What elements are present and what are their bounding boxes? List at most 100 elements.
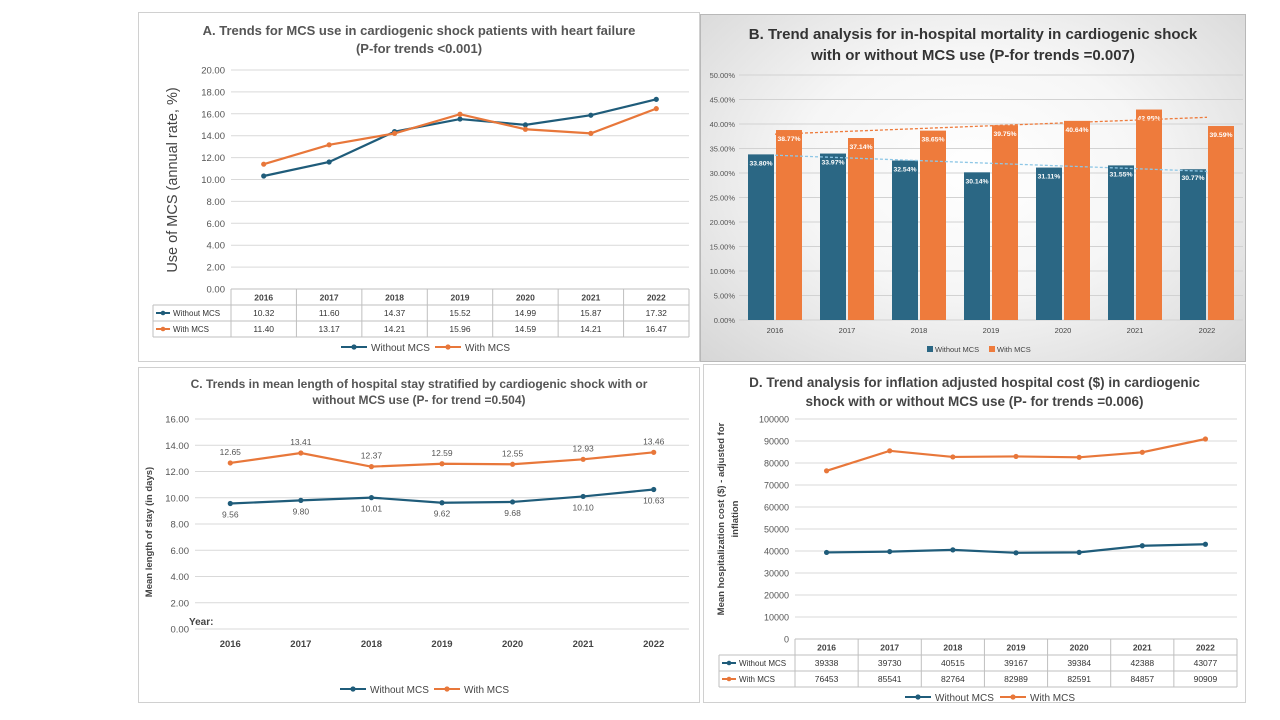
chart-b-ytick-label: 20.00% (710, 218, 736, 227)
chart-d-table-cell: 39730 (878, 658, 902, 668)
chart-c-data-label: 12.37 (361, 451, 383, 461)
chart-a-table-key-marker (160, 310, 166, 316)
chart-a-table-cell: 11.40 (253, 324, 274, 334)
chart-a-point (326, 159, 332, 165)
chart-a-table-cell: 16.47 (646, 324, 668, 334)
chart-d-ytick-label: 20000 (764, 591, 789, 601)
chart-a-ylabel: Use of MCS (annual rate, %) (165, 87, 181, 272)
chart-b-data-label: 37.14% (849, 144, 872, 151)
chart-a-ytick-label: 20.00 (201, 66, 225, 77)
chart-a-xtick-label: 2018 (385, 293, 404, 303)
chart-d-ytick-label: 70000 (764, 481, 789, 491)
chart-a-point (522, 122, 529, 128)
chart-d-table-series-name: With MCS (739, 675, 775, 684)
chart-a-table-cell: 15.52 (449, 308, 471, 318)
chart-a-table-cell: 14.21 (384, 324, 406, 334)
chart-a-table-cell: 13.17 (319, 324, 341, 334)
chart-d-point (1076, 454, 1082, 460)
chart-a-xtick-label: 2022 (647, 293, 666, 303)
chart-c-data-label: 9.80 (293, 506, 310, 516)
chart-d-ytick-label: 50000 (764, 525, 789, 535)
chart-d-point (1139, 449, 1145, 455)
chart-b-ytick-label: 5.00% (714, 292, 736, 301)
chart-a-title-line1: A. Trends for MCS use in cardiogenic sho… (202, 23, 636, 38)
chart-d-ytick-label: 10000 (764, 613, 789, 623)
chart-a-table-series-name: Without MCS (173, 309, 220, 318)
chart-d-table-cell: 85541 (878, 674, 902, 684)
chart-d-ytick-label: 90000 (764, 437, 789, 447)
chart-b-trendline-without-mcs (774, 154, 1208, 172)
chart-b-bar-without-mcs (1180, 169, 1206, 320)
chart-b-data-label: 31.55% (1109, 171, 1132, 178)
chart-b-bar-with-mcs (920, 130, 946, 320)
chart-d-xtick-label: 2020 (1070, 643, 1089, 653)
chart-b-data-label: 40.64% (1065, 127, 1088, 134)
chart-d-table-cell: 43077 (1194, 658, 1218, 668)
chart-b-title: B. Trend analysis for in-hospital mortal… (701, 24, 1245, 66)
chart-c-plot: 0.00 2.00 4.00 6.00 8.00 10.00 12.00 14.00 16.00… (144, 415, 689, 696)
chart-d-xtick-label: 2017 (880, 643, 899, 653)
chart-a-table-key-marker (160, 326, 166, 332)
chart-b-plot: 0.00% 5.00% 10.00% 15.00% 20.00% 25.00% 30.00%… (710, 71, 1243, 354)
chart-a-point (653, 106, 659, 112)
chart-a-point (522, 126, 529, 132)
chart-c-xtick-label: 2019 (431, 639, 452, 650)
chart-b-legend-with-mcs-swatch (989, 346, 995, 352)
chart-a-table-cell: 15.87 (580, 308, 602, 318)
chart-c-point (439, 500, 445, 506)
chart-b-trendline-with-mcs (774, 116, 1208, 135)
chart-a-ytick-label: 6.00 (207, 219, 226, 230)
chart-b-bar-with-mcs (776, 130, 802, 320)
chart-d-legend-with-mcs-marker (1010, 694, 1016, 700)
chart-c-xtick-label: 2017 (290, 639, 311, 650)
chart-d-point (1202, 436, 1209, 442)
chart-b-bar-without-mcs (964, 172, 990, 320)
chart-a-point (653, 96, 659, 102)
chart-a-ytick-label: 12.00 (201, 153, 225, 164)
chart-a-xtick-label: 2019 (451, 293, 470, 303)
chart-c-ylabel: Mean length of stay (in days) (144, 467, 155, 597)
chart-a-table-cell: 14.37 (384, 308, 406, 318)
chart-a-title: A. Trends for MCS use in cardiogenic sho… (139, 22, 699, 58)
chart-b-bar-without-mcs (1108, 165, 1134, 320)
chart-d-legend-with-mcs-label: With MCS (1030, 693, 1075, 704)
chart-b-data-label: 42.95% (1137, 116, 1160, 123)
chart-a-legend-without-mcs-marker (351, 344, 357, 350)
chart-a-point (588, 112, 594, 118)
chart-d-legend-without-mcs-marker (915, 694, 921, 700)
chart-c-xtick-label: 2016 (220, 639, 241, 650)
chart-c-legend-with-mcs-marker (444, 686, 450, 692)
chart-d-point (1013, 453, 1019, 460)
chart-a-ytick-label: 2.00 (207, 263, 226, 274)
chart-a-table-cell: 14.59 (515, 324, 537, 334)
chart-c-data-label: 9.62 (434, 509, 451, 519)
chart-a-table-cell: 10.32 (253, 308, 275, 318)
chart-b-panel: B. Trend analysis for in-hospital mortal… (700, 14, 1246, 362)
chart-d-table-cell: 39384 (1067, 658, 1091, 668)
chart-a-panel: A. Trends for MCS use in cardiogenic sho… (138, 12, 700, 362)
chart-d-ytick-label: 40000 (764, 547, 789, 557)
chart-d-point (1013, 550, 1019, 556)
chart-d-ylabel-line2: inflation (730, 500, 741, 537)
chart-c-point (227, 500, 233, 507)
chart-c-ytick-label: 0.00 (171, 625, 190, 636)
chart-d-xtick-label: 2016 (817, 643, 836, 653)
chart-d-table-key-marker (726, 660, 732, 666)
chart-c-data-label: 12.93 (573, 443, 595, 453)
chart-d-point (823, 549, 830, 556)
chart-a-legend-with-mcs-marker (445, 344, 451, 350)
chart-a-xtick-label: 2020 (516, 293, 535, 303)
chart-b-bar-with-mcs (1136, 109, 1162, 320)
chart-d-legend-without-mcs-label: Without MCS (935, 693, 994, 704)
chart-d-point (887, 448, 893, 454)
chart-d-table-cell: 90909 (1194, 674, 1218, 684)
chart-b-data-label: 38.77% (777, 136, 800, 143)
chart-b-xtick-label: 2020 (1055, 326, 1072, 335)
chart-b-bar-without-mcs (892, 160, 918, 320)
chart-c-point (368, 495, 375, 501)
chart-d-point (950, 454, 956, 460)
chart-a-plot: 0.00 2.00 4.00 6.00 8.00 10.00 12.00 14.00 16.00… (152, 66, 690, 354)
chart-d-panel: D. Trend analysis for inflation adjusted… (703, 364, 1246, 704)
chart-b-data-label: 38.65% (921, 137, 944, 144)
chart-a-point (588, 130, 594, 137)
